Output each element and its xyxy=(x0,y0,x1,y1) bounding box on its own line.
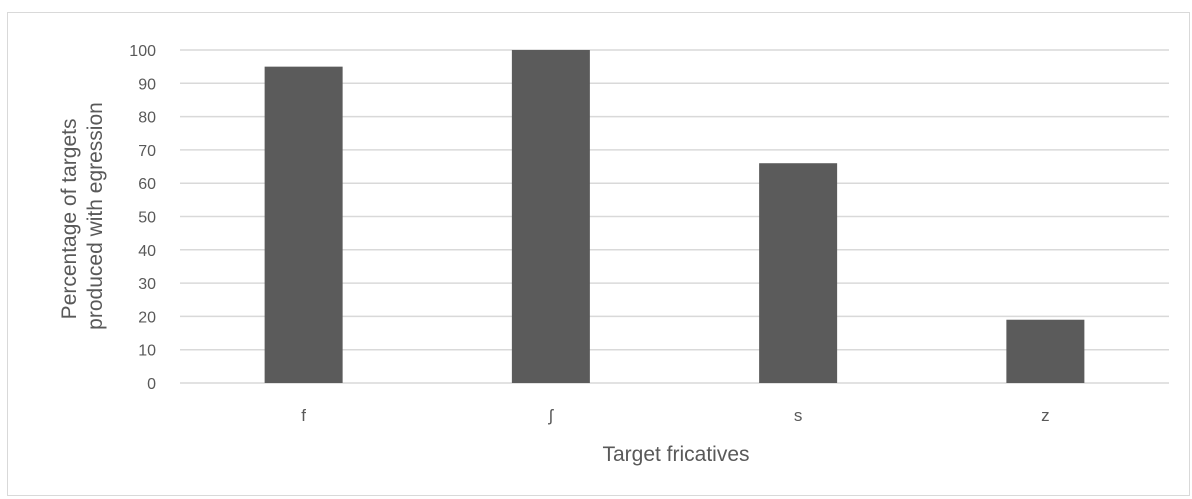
bar-4 xyxy=(1006,319,1085,383)
y-axis-title: Percentage of targets produced with egre… xyxy=(58,102,107,330)
y-axis-title-line-2: produced with egression xyxy=(84,102,107,330)
bar-3 xyxy=(759,163,838,383)
y-axis-title-line-1: Percentage of targets xyxy=(58,119,81,320)
chart-frame xyxy=(7,12,1190,496)
gridlines xyxy=(180,49,1169,384)
y-tick-labels: 0 10 20 30 40 50 60 70 80 90 100 xyxy=(129,43,156,393)
x-tick-label: z xyxy=(1041,406,1050,425)
y-tick-label: 90 xyxy=(138,76,156,93)
y-tick-label: 50 xyxy=(138,210,156,227)
x-tick-label: s xyxy=(794,406,803,425)
bar-2 xyxy=(511,50,590,383)
y-tick-label: 80 xyxy=(138,110,156,127)
y-tick-label: 10 xyxy=(138,343,156,360)
x-axis-title: Target fricatives xyxy=(602,443,749,466)
bars xyxy=(264,50,1085,384)
y-tick-label: 70 xyxy=(138,143,156,160)
y-tick-label: 60 xyxy=(138,176,156,193)
y-tick-label: 30 xyxy=(138,276,156,293)
bar-1 xyxy=(264,66,343,384)
x-tick-label: f xyxy=(301,406,306,425)
x-tick-label: ʃ xyxy=(548,406,554,425)
y-tick-label: 100 xyxy=(129,43,156,60)
y-tick-label: 20 xyxy=(138,309,156,326)
y-tick-label: 40 xyxy=(138,243,156,260)
y-tick-label: 0 xyxy=(147,376,156,393)
